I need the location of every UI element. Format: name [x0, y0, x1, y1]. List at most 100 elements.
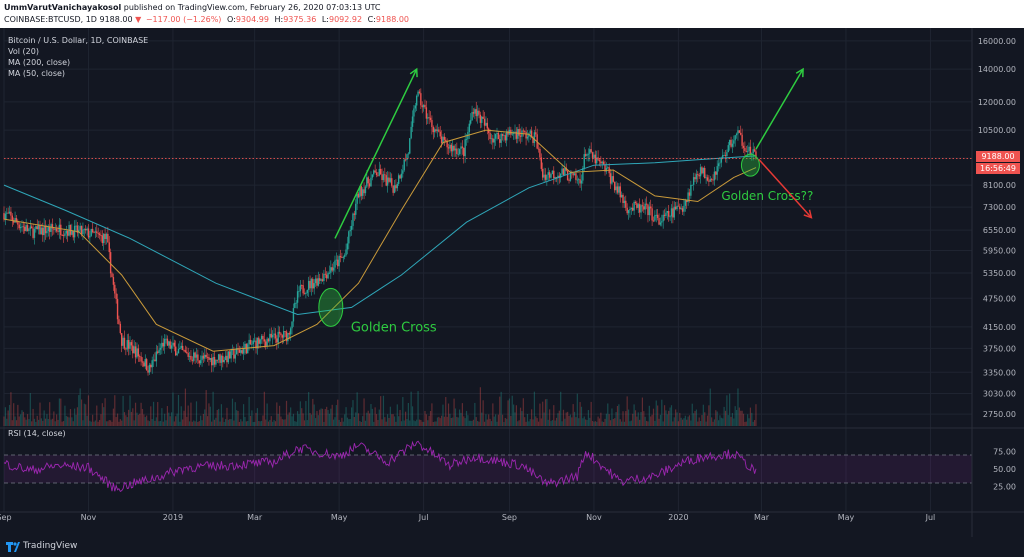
volume-bar [731, 413, 734, 426]
candle-body [25, 225, 27, 232]
candle-body [515, 131, 518, 139]
volume-bar [519, 407, 522, 426]
volume-bar [90, 421, 92, 426]
volume-bar [562, 409, 565, 426]
volume-bar [558, 410, 560, 426]
volume-bar [557, 413, 559, 426]
rsi-tick-label: 75.00 [993, 448, 1016, 457]
volume-bar [748, 418, 750, 426]
candle-body [666, 211, 669, 213]
candle-body [428, 117, 430, 119]
volume-bar [532, 419, 534, 426]
volume-bar [290, 407, 292, 426]
candle-body [598, 159, 601, 162]
low-value: 9092.92 [329, 15, 363, 24]
volume-bar [213, 419, 216, 426]
volume-bar [587, 410, 590, 426]
candle-body [494, 134, 497, 139]
volume-bar [450, 417, 452, 426]
candle-body [291, 321, 293, 329]
candle-body [208, 357, 210, 360]
volume-bar [98, 419, 101, 426]
candle-body [152, 359, 155, 361]
ma200-legend[interactable]: MA (200, close) [8, 58, 71, 67]
candle-body [260, 335, 263, 340]
candle-body [8, 211, 11, 214]
volume-bar [123, 412, 126, 426]
candle-body [690, 184, 692, 196]
candle-body [493, 138, 495, 143]
candle-body [596, 157, 598, 164]
volume-bar [309, 413, 311, 426]
volume-bar [727, 415, 729, 426]
candle-body [122, 337, 124, 346]
candle-body [755, 151, 757, 159]
tradingview-brand[interactable]: TradingView [23, 541, 78, 551]
volume-bar [242, 404, 245, 426]
candle-body [19, 227, 22, 229]
volume-bar [645, 420, 648, 426]
ma50-legend[interactable]: MA (50, close) [8, 69, 66, 78]
chart-canvas[interactable]: Sep Nov 2019 Mar May Jul Sep Nov 2020 Mar May Jul 16… [0, 28, 1024, 537]
candle-body [734, 135, 736, 141]
author-name[interactable]: UmmVarutVanichayakosol [4, 3, 122, 12]
candle-body [497, 132, 500, 140]
volume-bar [198, 421, 200, 426]
candle-body [220, 355, 223, 363]
candle-body [392, 185, 394, 193]
volume-bar [104, 398, 106, 426]
volume-bar [751, 412, 753, 426]
vol-legend[interactable]: Vol (20) [8, 47, 39, 56]
candle-body [26, 225, 29, 232]
volume-bar [173, 421, 175, 426]
volume-bar [486, 419, 488, 426]
candle-body [578, 179, 580, 181]
annotations: Golden Cross Golden Cross?? [318, 67, 813, 335]
candle-body [433, 129, 436, 133]
volume-bar [655, 400, 657, 426]
candle-body [677, 205, 680, 207]
volume-bar [237, 410, 239, 426]
volume-bar [483, 421, 486, 426]
volume-bar [573, 411, 576, 426]
candle-body [328, 272, 331, 274]
volume-bar [244, 416, 246, 426]
candle-body [633, 201, 635, 211]
volume-bar [594, 421, 596, 426]
candle-body [701, 167, 703, 174]
volume-bar [715, 410, 717, 426]
rsi-legend[interactable]: RSI (14, close) [8, 429, 66, 438]
candle-body [393, 185, 396, 193]
volume-bar [169, 416, 171, 426]
candle-body [277, 331, 279, 343]
volume-bar [413, 420, 415, 426]
volume-bar [316, 410, 318, 426]
volume-bar [111, 421, 113, 426]
volume-bar [151, 419, 153, 426]
volume-bar [717, 420, 720, 426]
volume-bar [80, 399, 83, 426]
candle-body [198, 360, 200, 364]
candle-body [500, 133, 502, 143]
candle-body [266, 338, 268, 346]
rally-arrow-head [409, 67, 418, 78]
candle-body [247, 344, 249, 354]
candle-body [442, 136, 444, 144]
volume-bar [76, 407, 78, 426]
close-value: 9188.00 [375, 15, 410, 24]
candle-body [323, 273, 325, 281]
candle-body [501, 133, 504, 136]
candle-body [240, 350, 242, 353]
volume-bar [43, 410, 45, 426]
candle-body [486, 122, 489, 129]
candle-body [643, 206, 645, 210]
volume-bar [166, 406, 169, 426]
volume-bar [206, 416, 209, 426]
volume-bar [15, 420, 18, 426]
volume-bar [435, 421, 437, 426]
volume-bar [263, 391, 265, 426]
golden-cross-question-label: Golden Cross?? [721, 189, 813, 203]
candle-body [514, 131, 516, 134]
y-tick-label: 7300.00 [983, 203, 1016, 212]
volume-bar [639, 419, 641, 426]
